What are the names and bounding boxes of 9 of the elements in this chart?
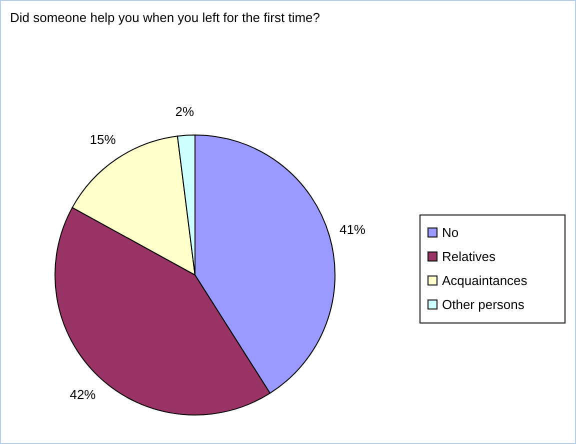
data-label: 42% [70,387,96,402]
legend-label: Other persons [442,297,525,312]
data-label: 15% [90,132,116,147]
data-label: 2% [175,104,195,119]
legend-label: Acquaintances [442,273,528,288]
legend-label: No [442,225,459,240]
legend-label: Relatives [442,249,496,264]
chart-title: Did someone help you when you left for the first time? [10,10,320,25]
data-label: 41% [339,222,366,237]
